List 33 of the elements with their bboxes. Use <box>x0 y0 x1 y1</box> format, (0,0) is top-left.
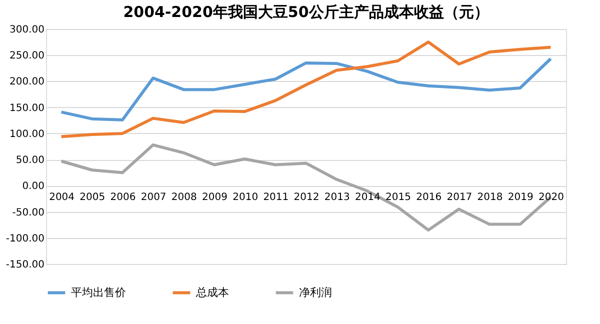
line-series <box>60 57 552 122</box>
y-tick-label: -100.00 <box>6 233 44 244</box>
x-tick-label: 2010 <box>232 192 258 204</box>
x-tick-label: 2009 <box>202 192 228 204</box>
x-tick-label: 2012 <box>294 192 320 204</box>
legend-label: 净利润 <box>299 286 332 299</box>
x-tick-label: 2005 <box>80 192 106 204</box>
y-tick-label: -50.00 <box>12 207 44 218</box>
x-tick-label: 2008 <box>171 192 197 204</box>
x-tick-label: 2006 <box>110 192 136 204</box>
x-tick-label: 2019 <box>508 192 534 204</box>
y-tick-label: 250.00 <box>10 50 44 62</box>
y-tick-label: 50.00 <box>16 155 44 166</box>
x-tick-label: 2011 <box>263 192 289 204</box>
y-tick-label: 300.00 <box>10 24 44 36</box>
x-tick-label: 2007 <box>140 192 166 204</box>
x-tick-label: 2016 <box>416 192 442 204</box>
y-tick-label: 200.00 <box>10 76 44 88</box>
y-tick-label: -150.00 <box>6 260 44 270</box>
y-tick-label: 0.00 <box>22 181 44 192</box>
x-tick-label: 2020 <box>538 192 564 204</box>
y-tick-label: 150.00 <box>10 102 44 114</box>
x-tick-label: 2004 <box>49 192 75 204</box>
x-tick-label: 2018 <box>477 192 503 204</box>
x-tick-label: 2013 <box>324 192 350 204</box>
chart-title: 2004-2020年我国大豆50公斤主产品成本收益（元） <box>123 3 489 21</box>
x-tick-label: 2017 <box>446 192 472 204</box>
line-series <box>60 40 552 138</box>
legend-label: 平均出售价 <box>71 286 126 299</box>
y-tick-label: 100.00 <box>10 128 44 140</box>
legend-label: 总成本 <box>195 286 229 299</box>
x-tick-label: 2015 <box>386 192 411 204</box>
x-tick-label: 2014 <box>354 192 380 204</box>
